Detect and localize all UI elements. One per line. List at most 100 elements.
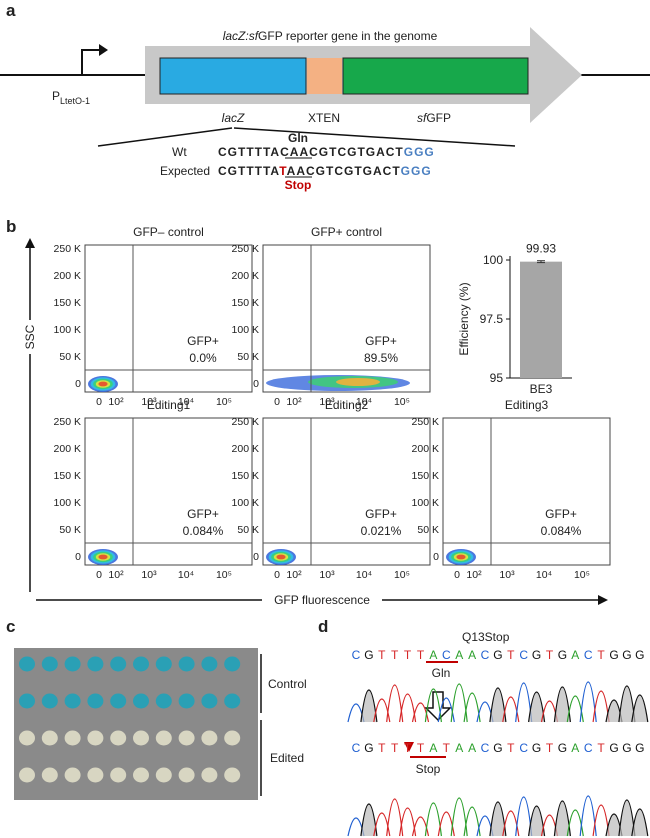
base-call: G: [622, 648, 631, 662]
gate-percent: 0.084%: [541, 524, 582, 538]
down-arrow: [424, 691, 452, 722]
plot-title: Editing3: [505, 398, 549, 412]
codon-label: Gln: [432, 666, 451, 680]
colony: [87, 693, 104, 709]
gate-percent: 0.084%: [183, 524, 224, 538]
seq-codon: CAA: [280, 145, 309, 159]
seq-part: CGTTTTA: [218, 145, 280, 159]
plot-title: GFP– control: [133, 225, 204, 239]
gate-percent: 0.021%: [361, 524, 402, 538]
seq-part: CGTCGTGACT: [309, 145, 404, 159]
colony: [19, 693, 35, 709]
seq-part: CGTCGTGACT: [306, 164, 401, 178]
plot-frame: [262, 417, 431, 566]
peak: [437, 811, 455, 837]
base-call: G: [364, 741, 373, 755]
promoter-label: PLtetO-1: [52, 89, 90, 106]
peak: [424, 802, 442, 837]
base-call: A: [468, 741, 476, 755]
seq-codon: AA: [287, 164, 306, 178]
y-tick-label: 100: [483, 253, 503, 267]
colony: [64, 656, 81, 672]
base-call: G: [635, 648, 644, 662]
y-tick-label: 50 K: [237, 524, 259, 536]
peak: [463, 806, 481, 837]
base-call: A: [429, 648, 437, 662]
colony: [155, 767, 172, 783]
peak: [489, 801, 507, 837]
y-tick-label: 150 K: [232, 297, 259, 309]
seq-part: CGTTTTA: [218, 164, 279, 178]
y-tick-label: 200 K: [54, 270, 81, 282]
peak: [399, 807, 417, 837]
colony: [178, 656, 195, 672]
y-tick-label: 50 K: [417, 524, 439, 536]
x-tick-label: 0: [274, 396, 280, 408]
event-cloud: [336, 378, 380, 386]
base-call: T: [597, 741, 605, 755]
base-call: T: [378, 648, 386, 662]
base-call: A: [455, 741, 463, 755]
base-call: C: [481, 648, 490, 662]
x-tick-label: 10⁴: [356, 396, 372, 408]
plot-title: Editing2: [325, 398, 369, 412]
panel-label: a: [6, 1, 16, 20]
y-axis-label: Efficiency (%): [457, 282, 471, 355]
arrowhead: [25, 238, 35, 248]
base-call: G: [609, 741, 618, 755]
gate-label: GFP+: [187, 334, 219, 348]
colony: [41, 767, 58, 783]
base-call: G: [532, 741, 541, 755]
colony: [201, 693, 218, 709]
colony: [19, 656, 35, 672]
colony: [201, 767, 218, 783]
gate-percent: 0.0%: [189, 351, 217, 365]
colony: [133, 693, 149, 709]
edit-marker: [404, 742, 414, 752]
base-call: C: [519, 648, 528, 662]
y-tick-label: 150 K: [232, 470, 259, 482]
base-call: T: [417, 741, 425, 755]
colony: [19, 730, 35, 746]
sfgfp-segment: [342, 57, 529, 95]
colony: [178, 693, 195, 709]
peak: [411, 702, 430, 723]
peak: [360, 803, 378, 837]
gate-label: GFP+: [187, 507, 219, 521]
base-call: G: [609, 648, 618, 662]
gate-label: GFP+: [545, 507, 577, 521]
peak: [515, 682, 533, 723]
y-tick-label: 100 K: [232, 497, 259, 509]
base-call: A: [571, 741, 579, 755]
x-tick-label: 10²: [108, 396, 124, 408]
base-call: A: [429, 741, 437, 755]
peak: [592, 690, 610, 723]
base-call: T: [546, 741, 554, 755]
zoom-line: [233, 127, 516, 147]
x-tick-label: 10³: [319, 396, 335, 408]
peak: [631, 808, 649, 837]
y-tick-label: 250 K: [54, 416, 81, 428]
base-call: A: [455, 648, 463, 662]
base-call: T: [391, 741, 399, 755]
peak: [618, 685, 636, 723]
peak: [360, 689, 378, 723]
peak: [450, 797, 468, 837]
xten-segment: [307, 58, 342, 94]
colony: [224, 767, 241, 783]
peak: [424, 688, 442, 723]
base-call: G: [558, 741, 567, 755]
colony: [110, 656, 127, 672]
y-tick-label: 200 K: [54, 443, 81, 455]
colony: [133, 730, 149, 746]
stop-label: Stop: [285, 178, 312, 192]
colony: [133, 767, 149, 783]
base-call: C: [352, 648, 361, 662]
colony: [155, 656, 172, 672]
bar: [520, 261, 562, 378]
seq-pam: GGG: [404, 145, 435, 159]
peak: [386, 798, 404, 837]
peak: [450, 683, 468, 723]
y-tick-label: 200 K: [232, 443, 259, 455]
colony: [87, 730, 104, 746]
